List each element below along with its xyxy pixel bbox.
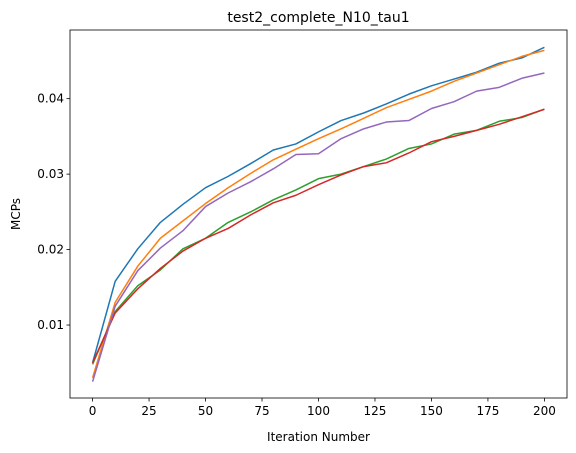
y-tick-label: 0.01	[37, 318, 64, 332]
plot-lines	[91, 46, 545, 382]
x-tick-label: 50	[198, 404, 213, 418]
y-axis-label: MCPs	[9, 198, 23, 230]
x-axis-label: Iteration Number	[267, 430, 370, 444]
y-tick-label: 0.04	[37, 92, 64, 106]
chart-title: test2_complete_N10_tau1	[227, 10, 409, 26]
line-series	[91, 108, 545, 364]
line-series	[91, 49, 545, 379]
line-series	[91, 72, 545, 382]
y-tick-label: 0.03	[37, 167, 64, 181]
axes-frame	[69, 29, 568, 399]
line-series	[91, 46, 545, 363]
x-tick-label: 100	[307, 404, 330, 418]
x-tick-label: 75	[254, 404, 269, 418]
x-tick-label: 175	[476, 404, 499, 418]
line-series	[91, 108, 545, 365]
x-tick-label: 200	[533, 404, 556, 418]
x-tick-label: 25	[141, 404, 156, 418]
x-tick-label: 150	[420, 404, 443, 418]
y-tick-label: 0.02	[37, 243, 64, 257]
x-tick-label: 0	[89, 404, 97, 418]
x-tick-label: 125	[364, 404, 387, 418]
